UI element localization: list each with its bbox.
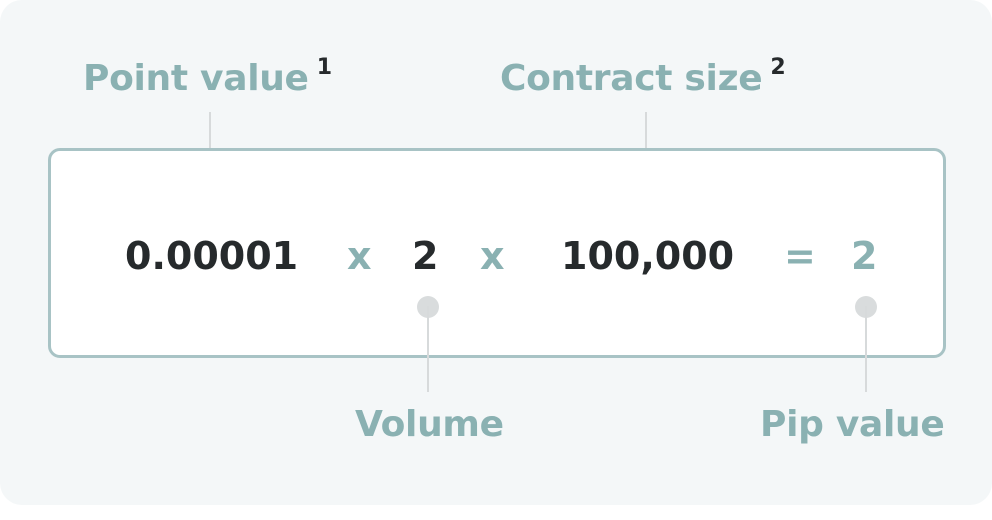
point-value-footnote: 1 bbox=[316, 55, 332, 80]
point-value-number: 0.00001 bbox=[125, 234, 299, 278]
contract-size-label: Contract size 2 bbox=[500, 55, 786, 99]
volume-connector bbox=[427, 306, 429, 392]
point-value-label-text: Point value bbox=[83, 58, 309, 99]
pip-value-connector bbox=[865, 306, 867, 392]
pip-value-label: Pip value bbox=[760, 404, 945, 445]
contract-size-number: 100,000 bbox=[561, 234, 735, 278]
formula-box bbox=[48, 148, 946, 358]
volume-number: 2 bbox=[412, 234, 439, 278]
equals-operator: = bbox=[784, 234, 816, 278]
contract-size-label-text: Contract size bbox=[500, 58, 763, 99]
pip-value-result: 2 bbox=[851, 234, 878, 278]
contract-size-footnote: 2 bbox=[770, 55, 786, 80]
volume-label: Volume bbox=[355, 404, 504, 445]
multiply-operator-1: x bbox=[347, 234, 372, 278]
multiply-operator-2: x bbox=[480, 234, 505, 278]
point-value-label: Point value 1 bbox=[83, 55, 332, 99]
formula-diagram: Point value 1 Contract size 2 0.00001 x 2 … bbox=[0, 0, 992, 505]
